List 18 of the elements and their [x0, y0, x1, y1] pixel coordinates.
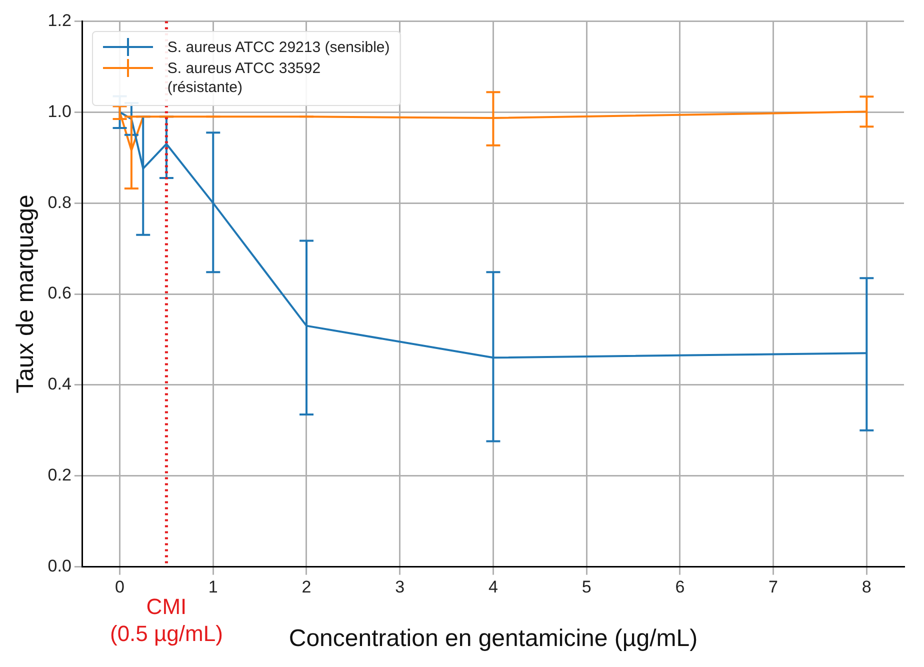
legend-label: S. aureus ATCC 33592 (résistante) [167, 59, 321, 98]
x-axis-title: Concentration en gentamicine (µg/mL) [288, 625, 698, 652]
y-tick-label: 0.0 [48, 556, 72, 576]
y-tick-label: 0.4 [48, 374, 72, 394]
y-tick-label: 0.2 [48, 466, 72, 485]
x-tick-label: 2 [302, 578, 312, 597]
y-tick-label: 1.2 [48, 10, 72, 30]
y-tick-label: 1.0 [48, 102, 72, 121]
y-tick-label: 0.6 [48, 284, 72, 303]
legend-label: S. aureus ATCC 29213 (sensible) [167, 38, 390, 58]
x-tick-label: 4 [488, 578, 498, 597]
y-tick-label: 0.8 [48, 192, 72, 212]
x-tick-label: 6 [675, 578, 685, 597]
x-tick-label: 3 [395, 578, 405, 597]
x-tick-label: 8 [862, 578, 872, 597]
y-axis-title: Taux de marquage [12, 194, 40, 394]
x-tick-label: 5 [582, 578, 592, 597]
x-tick-label: 7 [768, 578, 778, 597]
